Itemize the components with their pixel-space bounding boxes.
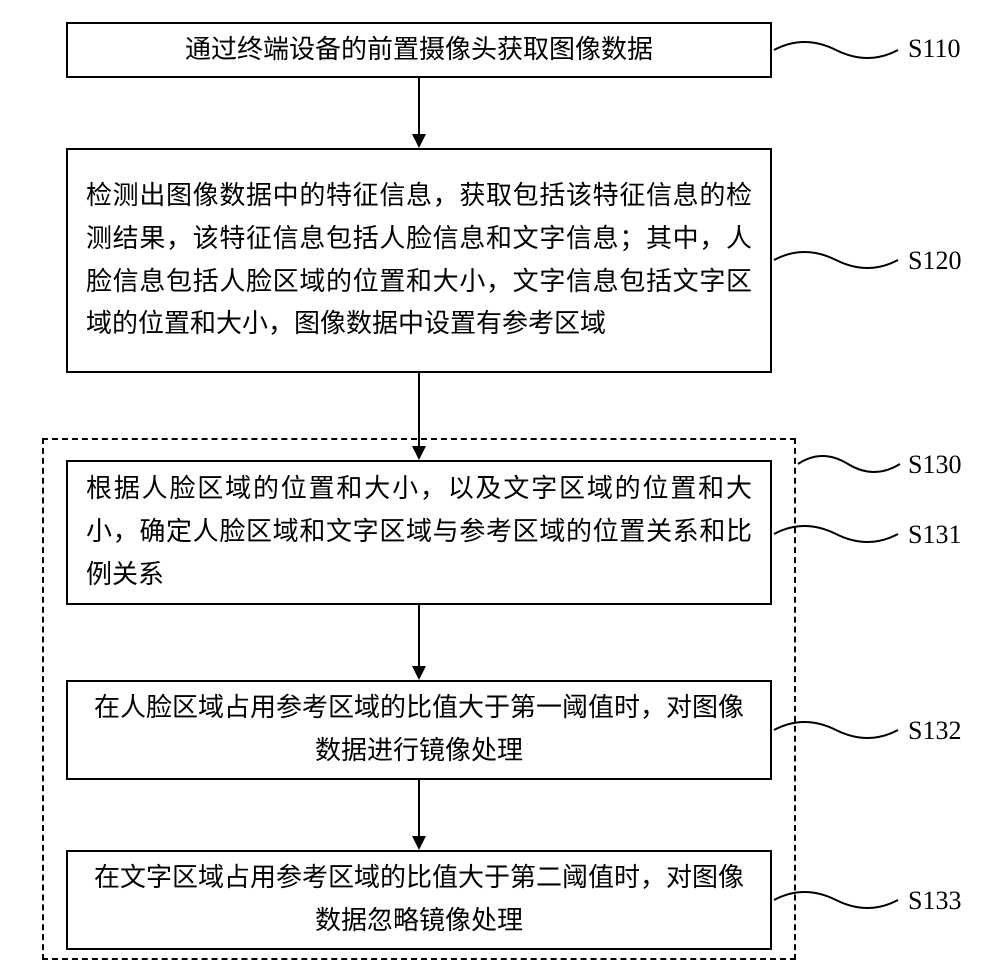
- step-text: 根据人脸区域的位置和大小，以及文字区域的位置和大小，确定人脸区域和文字区域与参考…: [86, 468, 752, 597]
- label-s131: S131: [908, 520, 961, 550]
- brace-s110: [772, 36, 902, 64]
- label-text: S120: [908, 246, 961, 275]
- arrowhead-3: [412, 666, 426, 680]
- step-text: 在文字区域占用参考区域的比值大于第二阈值时，对图像数据忽略镜像处理: [86, 857, 752, 943]
- label-s133: S133: [908, 886, 961, 916]
- step-text: 检测出图像数据中的特征信息，获取包括该特征信息的检测结果，该特征信息包括人脸信息…: [86, 175, 752, 347]
- arrow-1: [418, 78, 420, 136]
- brace-s130: [796, 450, 902, 478]
- step-box-s120: 检测出图像数据中的特征信息，获取包括该特征信息的检测结果，该特征信息包括人脸信息…: [66, 148, 772, 373]
- flowchart-container: 通过终端设备的前置摄像头获取图像数据 检测出图像数据中的特征信息，获取包括该特征…: [0, 0, 1000, 966]
- arrowhead-1: [412, 134, 426, 148]
- arrowhead-4: [412, 836, 426, 850]
- label-s130: S130: [908, 450, 961, 480]
- step-text: 通过终端设备的前置摄像头获取图像数据: [185, 29, 653, 72]
- label-text: S110: [908, 34, 961, 63]
- brace-s131: [772, 520, 902, 548]
- label-s110: S110: [908, 34, 961, 64]
- label-text: S130: [908, 450, 961, 479]
- arrowhead-2: [412, 446, 426, 460]
- label-s132: S132: [908, 716, 961, 746]
- brace-s132: [772, 716, 902, 744]
- label-text: S131: [908, 520, 961, 549]
- arrow-2: [418, 373, 420, 448]
- label-text: S132: [908, 716, 961, 745]
- brace-s120: [772, 246, 902, 274]
- brace-s133: [772, 886, 902, 914]
- step-box-s132: 在人脸区域占用参考区域的比值大于第一阈值时，对图像数据进行镜像处理: [66, 680, 772, 780]
- arrow-4: [418, 780, 420, 838]
- step-text: 在人脸区域占用参考区域的比值大于第一阈值时，对图像数据进行镜像处理: [86, 687, 752, 773]
- step-box-s110: 通过终端设备的前置摄像头获取图像数据: [66, 22, 772, 78]
- label-text: S133: [908, 886, 961, 915]
- step-box-s131: 根据人脸区域的位置和大小，以及文字区域的位置和大小，确定人脸区域和文字区域与参考…: [66, 460, 772, 605]
- step-box-s133: 在文字区域占用参考区域的比值大于第二阈值时，对图像数据忽略镜像处理: [66, 850, 772, 950]
- arrow-3: [418, 605, 420, 668]
- label-s120: S120: [908, 246, 961, 276]
